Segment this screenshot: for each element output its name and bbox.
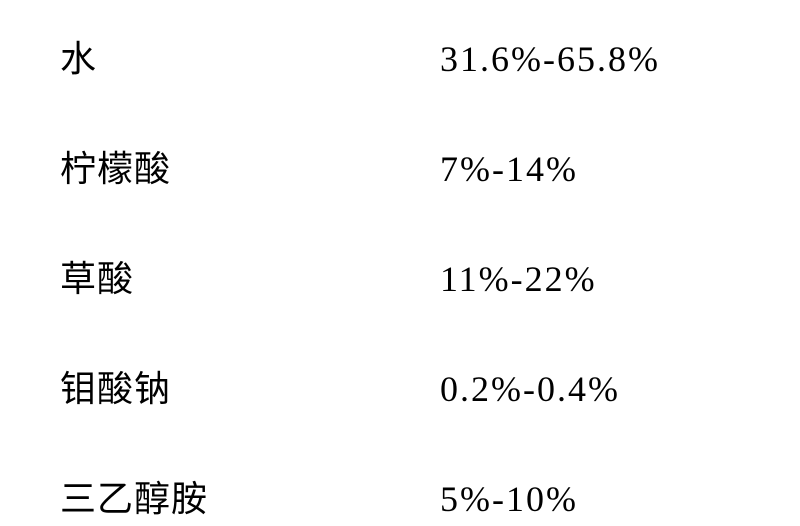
table-row: 水 31.6%-65.8%	[60, 30, 740, 82]
table-row: 三乙醇胺 5%-10%	[60, 470, 740, 522]
table-row: 钼酸钠 0.2%-0.4%	[60, 360, 740, 412]
ingredient-label: 三乙醇胺	[60, 470, 440, 522]
table-row: 草酸 11%-22%	[60, 250, 740, 302]
percentage-value: 11%-22%	[440, 258, 597, 300]
ingredient-label: 钼酸钠	[60, 360, 440, 412]
composition-table: 水 31.6%-65.8% 柠檬酸 7%-14% 草酸 11%-22% 钼酸钠 …	[60, 30, 740, 522]
ingredient-label: 草酸	[60, 250, 440, 302]
percentage-value: 31.6%-65.8%	[440, 38, 660, 80]
ingredient-label: 柠檬酸	[60, 140, 440, 192]
percentage-value: 0.2%-0.4%	[440, 368, 620, 410]
table-row: 柠檬酸 7%-14%	[60, 140, 740, 192]
percentage-value: 7%-14%	[440, 148, 578, 190]
ingredient-label: 水	[60, 30, 440, 82]
percentage-value: 5%-10%	[440, 478, 578, 520]
